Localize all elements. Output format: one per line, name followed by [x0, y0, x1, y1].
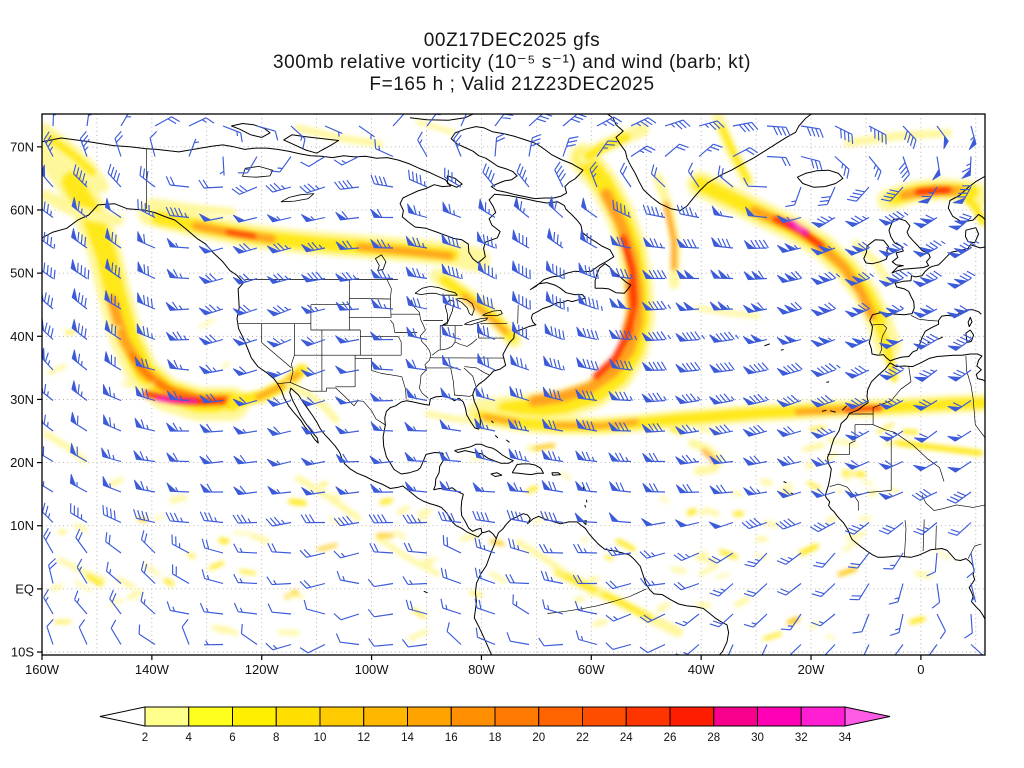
colorbar-segment: [188, 706, 233, 727]
political-borders-layer: [146, 148, 985, 614]
colorbar-segment: [800, 706, 846, 727]
colorbar: 2 4 6 8 10 12 14 16 18 20 22 24 26 28 30 32 34: [99, 706, 891, 744]
lon-label: 80W: [468, 662, 495, 677]
colorbar-label: 10: [314, 732, 327, 744]
colorbar-segment: [319, 706, 365, 727]
lat-label: 10N: [10, 518, 34, 533]
axes-layer: 70N 60N 50N 40N 30N 20N 10N EQ 10S 160W 140W 120W 10…: [10, 139, 924, 677]
lat-label: 30N: [10, 392, 34, 407]
colorbar-label: 24: [620, 732, 633, 744]
colorbar-label: 4: [186, 732, 193, 744]
colorbar-segment: [669, 706, 715, 727]
lat-label: 10S: [11, 645, 34, 660]
colorbar-segment: [407, 706, 452, 727]
colorbar-label: 28: [707, 732, 720, 744]
colorbar-label: 30: [751, 732, 764, 744]
colorbar-segment: [757, 706, 802, 727]
wind-barb-pennants-path: [42, 135, 977, 529]
colorbar-segment: [144, 706, 190, 727]
title-valid: F=165 h ; Valid 21Z23DEC2025: [369, 74, 655, 95]
wind-barb-layer: [42, 114, 984, 655]
colorbar-segment: [450, 706, 496, 727]
colorbar-label: 32: [795, 732, 808, 744]
colorbar-label: 26: [664, 732, 677, 744]
colorbar-label: 20: [532, 732, 545, 744]
colorbar-label: 18: [489, 732, 502, 744]
lon-label: 160W: [25, 662, 60, 677]
colorbar-label: 34: [839, 732, 852, 744]
colorbar-label: 2: [142, 732, 148, 744]
colorbar-segment: [582, 706, 627, 727]
colorbar-segment: [494, 706, 540, 727]
colorbar-segment: [363, 706, 408, 727]
lon-label: 120W: [245, 662, 280, 677]
colorbar-label: 14: [401, 732, 414, 744]
colorbar-segment: [538, 706, 583, 727]
colorbar-segment: [275, 706, 321, 727]
lon-label: 40W: [688, 662, 715, 677]
colorbar-segment: [713, 706, 758, 727]
colorbar-label: 22: [576, 732, 589, 744]
lat-label: 60N: [10, 202, 34, 217]
colorbar-right-arrow: [844, 706, 891, 727]
colorbar-segment: [232, 706, 277, 727]
map-frame: [41, 113, 986, 656]
title-variable: 300mb relative vorticity (10⁻⁵ s⁻¹) and …: [272, 52, 752, 73]
vorticity-shading-layer: [42, 114, 985, 641]
colorbar-segment: [625, 706, 671, 727]
title-init-model: 00Z17DEC2025 gfs: [423, 30, 601, 51]
lat-label: 70N: [10, 139, 34, 154]
lon-label: 0: [917, 662, 924, 677]
lat-label: 50N: [10, 266, 34, 281]
colorbar-left-arrow: [99, 706, 146, 727]
lat-label: EQ: [15, 581, 34, 596]
lat-label: 20N: [10, 455, 34, 470]
colorbar-label: 6: [229, 732, 235, 744]
lat-label: 40N: [10, 329, 34, 344]
colorbar-label: 8: [273, 732, 279, 744]
lon-label: 60W: [578, 662, 605, 677]
colorbar-label: 12: [357, 732, 370, 744]
colorbar-label: 16: [445, 732, 458, 744]
lon-label: 20W: [798, 662, 825, 677]
chart-header: 00Z17DEC2025 gfs 300mb relative vorticit…: [0, 30, 1024, 96]
lon-label: 140W: [135, 662, 170, 677]
wind-barb-staffs-path: [42, 114, 984, 655]
lon-label: 100W: [355, 662, 390, 677]
